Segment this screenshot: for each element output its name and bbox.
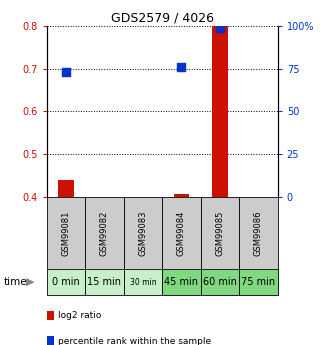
Bar bbox=[201, 197, 239, 269]
Bar bbox=[47, 197, 85, 269]
Bar bbox=[58, 180, 74, 197]
Text: ▶: ▶ bbox=[26, 277, 35, 287]
Bar bbox=[124, 197, 162, 269]
Text: percentile rank within the sample: percentile rank within the sample bbox=[58, 337, 211, 345]
Text: GSM99085: GSM99085 bbox=[215, 210, 224, 256]
Text: 75 min: 75 min bbox=[241, 277, 275, 287]
Text: 30 min: 30 min bbox=[130, 277, 156, 287]
Bar bbox=[124, 269, 162, 295]
Bar bbox=[174, 194, 189, 197]
Bar bbox=[85, 197, 124, 269]
Bar bbox=[239, 197, 278, 269]
Text: 60 min: 60 min bbox=[203, 277, 237, 287]
Bar bbox=[201, 269, 239, 295]
Point bbox=[217, 25, 222, 30]
Text: GSM99084: GSM99084 bbox=[177, 210, 186, 256]
Bar bbox=[47, 269, 85, 295]
Point bbox=[179, 64, 184, 70]
Text: GSM99083: GSM99083 bbox=[138, 210, 147, 256]
Point bbox=[63, 69, 68, 75]
Text: 15 min: 15 min bbox=[87, 277, 121, 287]
Bar bbox=[239, 269, 278, 295]
Bar bbox=[85, 269, 124, 295]
Text: 45 min: 45 min bbox=[164, 277, 198, 287]
Bar bbox=[212, 26, 228, 197]
Text: GSM99082: GSM99082 bbox=[100, 210, 109, 256]
Text: 0 min: 0 min bbox=[52, 277, 80, 287]
Bar bbox=[162, 197, 201, 269]
Text: GSM99081: GSM99081 bbox=[61, 210, 70, 256]
Text: GSM99086: GSM99086 bbox=[254, 210, 263, 256]
Bar bbox=[162, 269, 201, 295]
Title: GDS2579 / 4026: GDS2579 / 4026 bbox=[111, 12, 213, 25]
Text: log2 ratio: log2 ratio bbox=[58, 311, 101, 320]
Text: time: time bbox=[3, 277, 27, 287]
